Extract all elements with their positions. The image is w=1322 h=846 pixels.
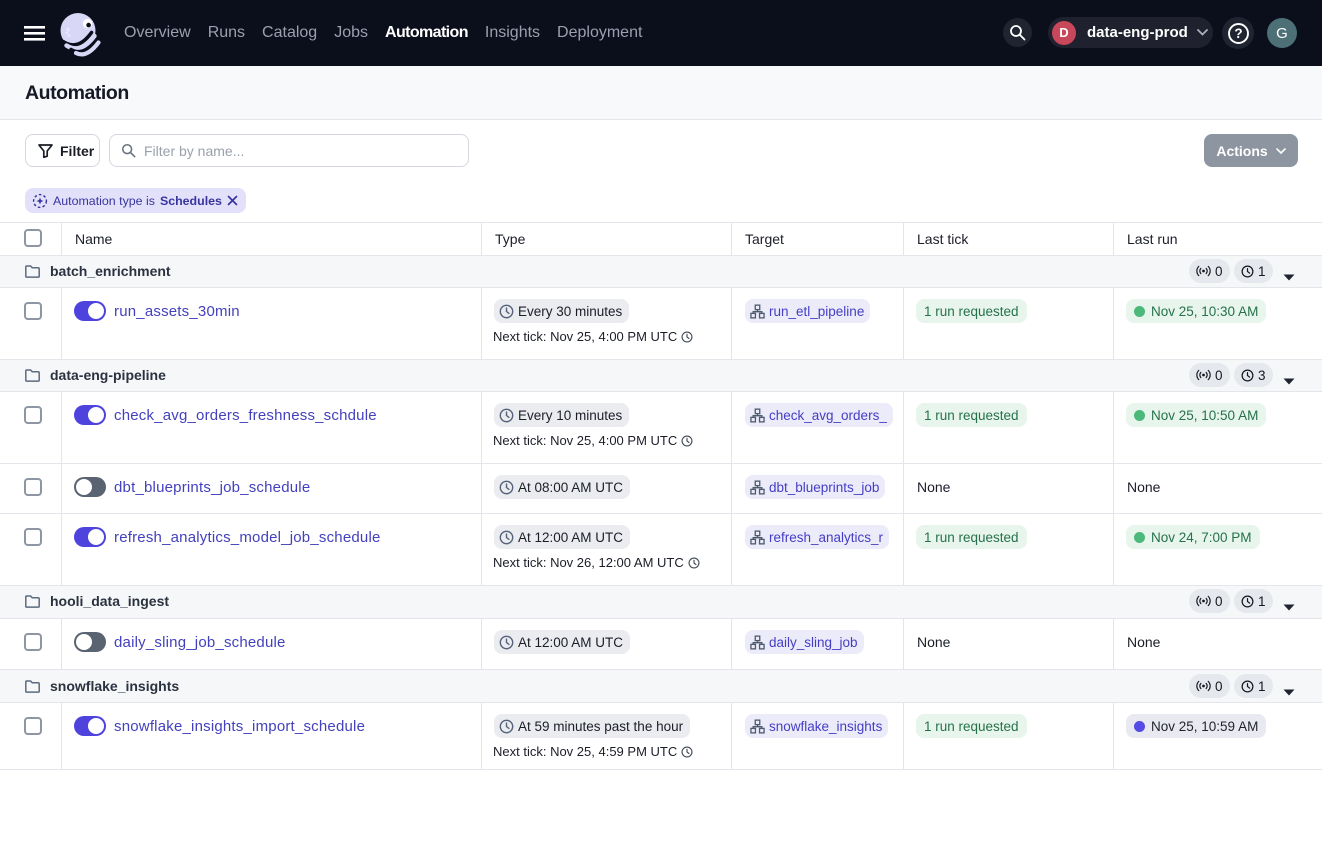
svg-text:?: ? xyxy=(1234,26,1242,41)
